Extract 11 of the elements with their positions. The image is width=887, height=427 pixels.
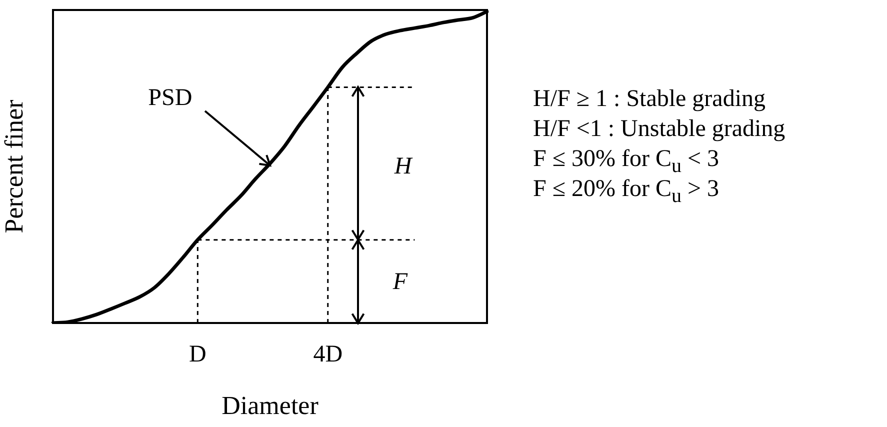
x-axis-title: Diameter: [222, 391, 319, 420]
text: F ≤ 30% for C$_{u}$ < 3: [533, 145, 720, 177]
text: H/F ≥ 1 : Stable grading: [533, 85, 766, 114]
annotation: F: [392, 268, 408, 295]
y-axis-title: Percent finer: [0, 99, 28, 234]
text: H/F <1 : Unstable grading: [533, 115, 786, 144]
x-tick-label: D: [188, 342, 206, 368]
x-tick-label: 4D: [313, 342, 343, 368]
text: F ≤ 20% for C$_{u}$ > 3: [533, 175, 720, 207]
annotation: PSD: [148, 85, 192, 112]
annotation: H: [393, 154, 414, 180]
